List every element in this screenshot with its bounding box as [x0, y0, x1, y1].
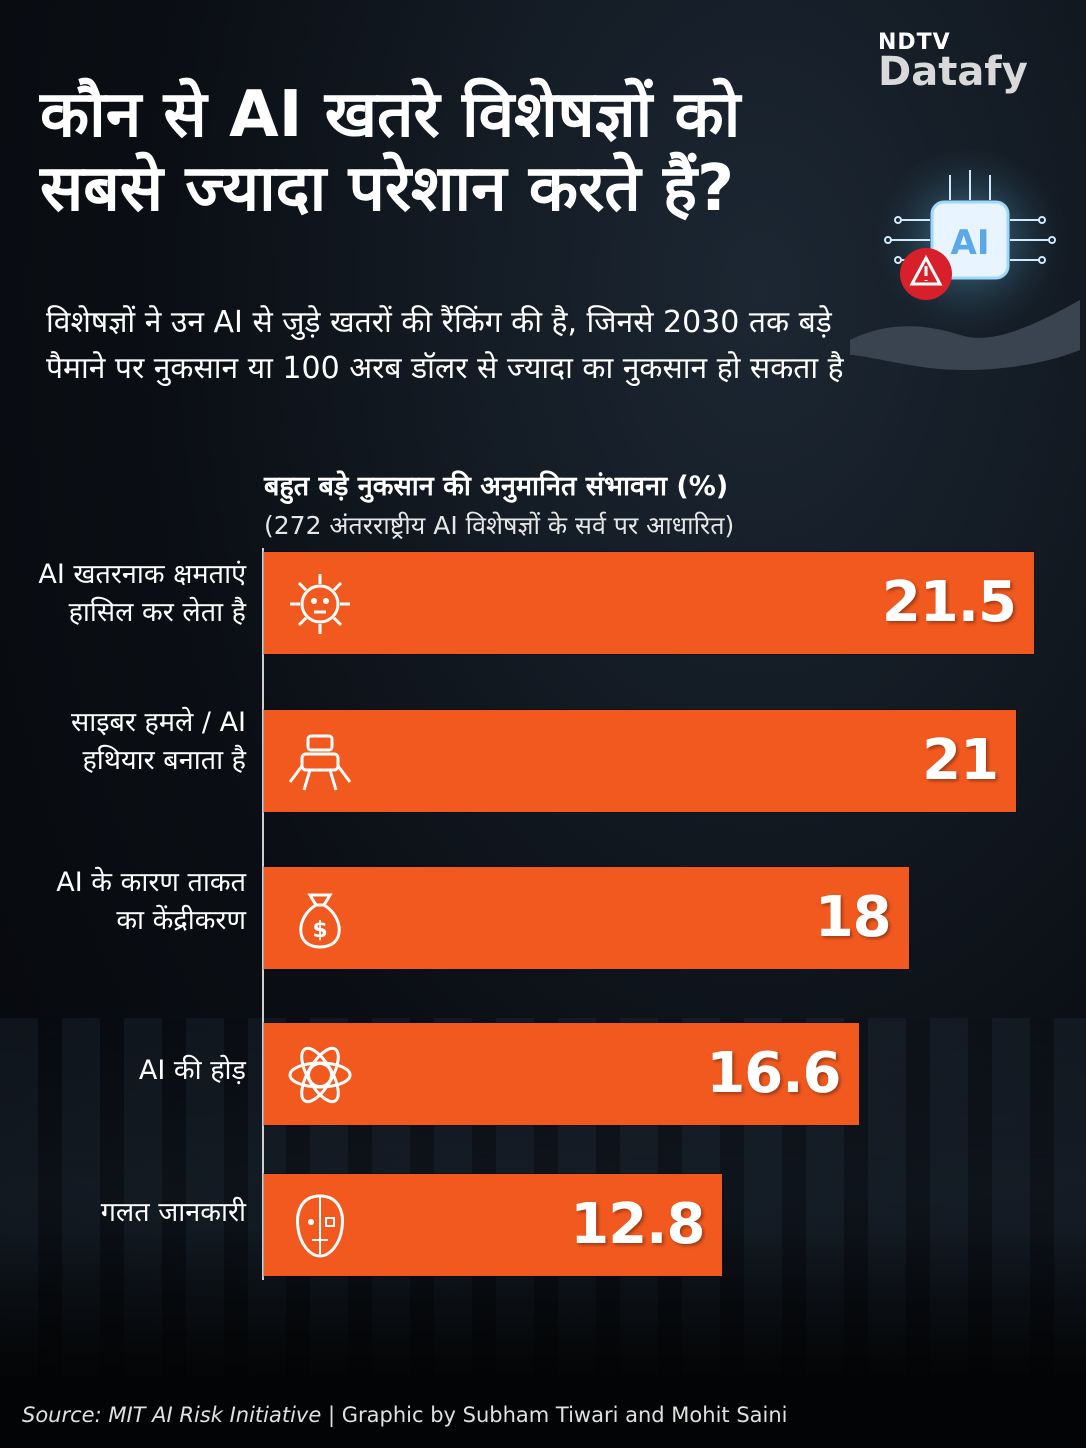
bar-value-label: 21 [922, 728, 999, 793]
category-label: साइबर हमले / AI हथियार बनाता है [70, 707, 246, 776]
footer-separator: | [327, 1403, 336, 1427]
chart-subtitle: (272 अंतरराष्ट्रीय AI विशेषज्ञों के सर्व… [264, 511, 735, 540]
ai-chip-icon [930, 200, 1010, 280]
robot-crawler-icon [288, 734, 352, 791]
page-subtitle: विशेषज्ञों ने उन AI से जुड़े खतरों की रै… [46, 305, 844, 386]
chart-axis-line [262, 548, 264, 1280]
bar-value-label: 18 [814, 885, 892, 950]
bar-value-label: 12.8 [570, 1192, 705, 1257]
footer-credit: Graphic by Subham Tiwari and Mohit Saini [341, 1403, 788, 1427]
bar: $18 [264, 867, 909, 969]
footer-source: Source: MIT AI Risk Initiative [22, 1403, 322, 1427]
ai-chip-label: AI [951, 223, 990, 263]
money-bag-icon: $ [299, 893, 341, 949]
ai-atom-icon [288, 1046, 352, 1104]
chart-title: बहुत बड़े नुकसान की अनुमानित संभावना (%) [264, 471, 729, 502]
bar-value-label: 16.6 [706, 1041, 841, 1106]
bar: 16.6 [264, 1023, 859, 1125]
hand-icon [850, 300, 1080, 370]
category-label: AI खतरनाक क्षमताएं हासिल कर लेता है [38, 559, 246, 628]
ndtv-datafy-logo: NDTV Datafy [878, 30, 1028, 95]
bar: 21.5 [264, 552, 1034, 654]
bar: 21 [264, 710, 1017, 812]
footer-credits: Source: MIT AI Risk Initiative | Graphic… [22, 1403, 788, 1427]
ai-hand-hero-illustration: AI [850, 150, 1080, 370]
logo-ndtv-text: NDTV [878, 30, 951, 55]
svg-text:$: $ [312, 918, 327, 943]
page-title: कौन से AI खतरे विशेषज्ञों को सबसे ज्यादा… [40, 78, 741, 226]
category-label: गलत जानकारी [100, 1197, 246, 1228]
bar: 12.8 [264, 1174, 723, 1276]
bar-value-label: 21.5 [881, 570, 1017, 635]
category-label: AI के कारण ताकत का केंद्रीकरण [56, 867, 246, 936]
half-human-half-robot-face-icon [296, 1194, 344, 1258]
circuit-lines-icon [884, 170, 1056, 264]
skull-virus-icon [290, 574, 350, 634]
logo-datafy-text: Datafy [878, 49, 1028, 95]
category-label: AI की होड़ [138, 1055, 246, 1086]
